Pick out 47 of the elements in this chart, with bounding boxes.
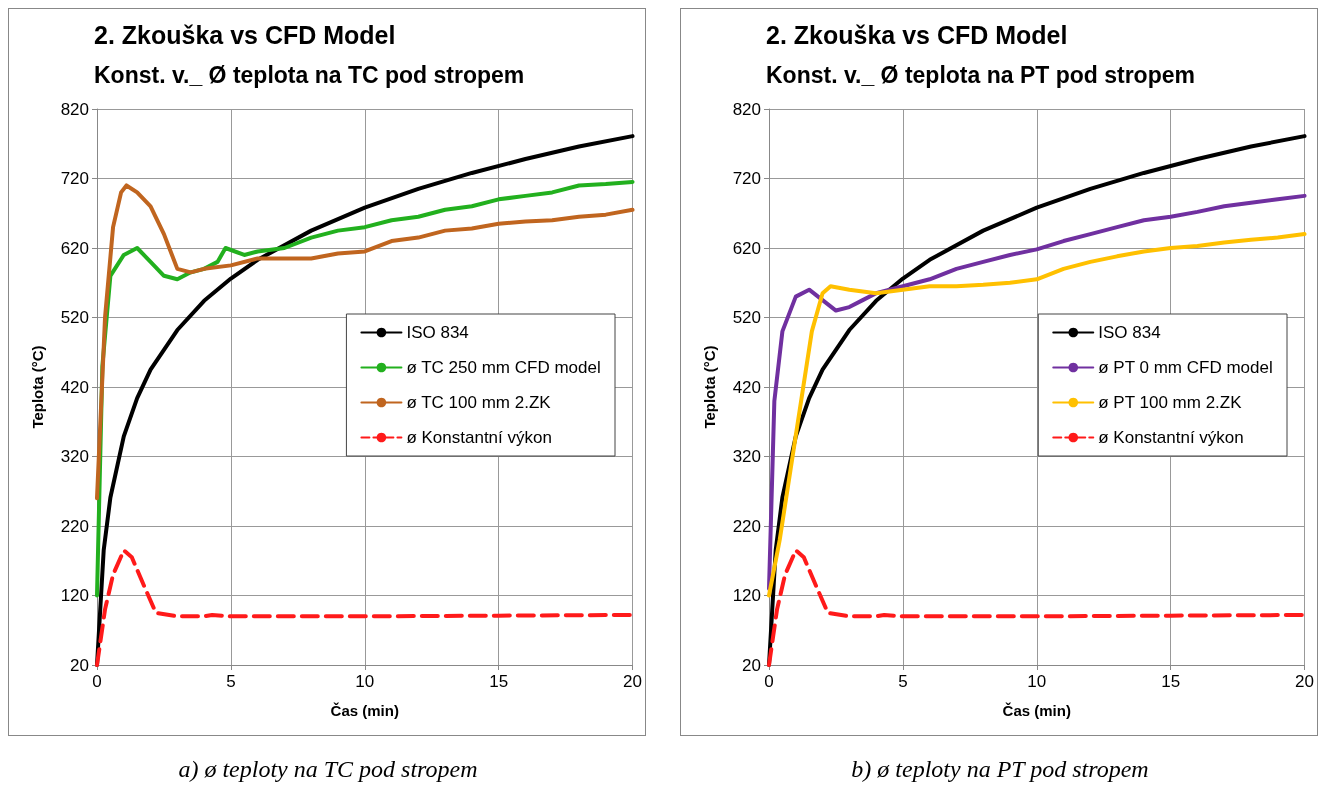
x-axis-title: Čas (min) bbox=[1002, 702, 1071, 719]
y-tick-label: 820 bbox=[732, 99, 761, 119]
x-tick-label: 0 bbox=[764, 672, 774, 691]
line-series bbox=[95, 183, 635, 501]
chart-title: 2. Zkouška vs CFD Model bbox=[766, 20, 1068, 49]
legend-label: ø Konstantní výkon bbox=[1098, 428, 1244, 447]
x-tick-label: 5 bbox=[226, 672, 236, 691]
legend-label: ø Konstantní výkon bbox=[406, 428, 552, 447]
text: b) ø teploty na PT pod stropem bbox=[850, 756, 1150, 783]
y-tick-label: 820 bbox=[60, 99, 89, 119]
y-axis-title: Teplota (°C) bbox=[701, 345, 718, 429]
y-tick-label: 220 bbox=[60, 516, 89, 536]
legend-label: ø TC 250 mm CFD model bbox=[406, 358, 601, 377]
y-tick-label: 420 bbox=[60, 377, 89, 397]
chart-subtitle: Konst. v._ Ø teplota na PT pod stropem bbox=[766, 61, 1195, 88]
x-tick-label: 20 bbox=[623, 672, 643, 691]
y-tick-label: 120 bbox=[732, 586, 761, 605]
legend-label: ø PT 0 mm CFD model bbox=[1098, 358, 1273, 377]
y-tick-label: 120 bbox=[60, 586, 89, 605]
y-tick-label: 720 bbox=[732, 169, 761, 188]
y-tick-label: 520 bbox=[732, 308, 761, 327]
chart-title: 2. Zkouška vs CFD Model bbox=[94, 20, 396, 49]
x-tick-label: 5 bbox=[898, 672, 908, 691]
x-tick-label: 10 bbox=[355, 672, 375, 691]
y-tick-label: 20 bbox=[70, 655, 89, 675]
legend-label: ø TC 100 mm 2.ZK bbox=[406, 393, 552, 412]
legend-label: ISO 834 bbox=[1098, 323, 1161, 342]
x-axis-title: Čas (min) bbox=[330, 702, 399, 719]
y-tick-label: 720 bbox=[60, 169, 89, 188]
y-tick-label: 620 bbox=[60, 238, 89, 258]
x-tick-label: 15 bbox=[489, 672, 509, 691]
chart-subtitle: Konst. v._ Ø teplota na TC pod stropem bbox=[94, 61, 525, 88]
y-tick-label: 220 bbox=[732, 516, 761, 536]
text: a) ø teploty na TC pod stropem bbox=[177, 756, 479, 783]
legend-label: ISO 834 bbox=[406, 323, 469, 342]
y-tick-label: 520 bbox=[60, 308, 89, 327]
x-tick-label: 10 bbox=[1027, 672, 1047, 691]
y-tick-label: 320 bbox=[60, 447, 89, 466]
x-tick-label: 20 bbox=[1295, 672, 1315, 691]
legend-label: ø PT 100 mm 2.ZK bbox=[1098, 393, 1243, 412]
y-tick-label: 320 bbox=[732, 447, 761, 466]
y-axis-title: Teplota (°C) bbox=[29, 345, 46, 429]
y-tick-label: 420 bbox=[732, 377, 761, 397]
y-tick-label: 620 bbox=[732, 238, 761, 258]
y-tick-label: 20 bbox=[742, 655, 761, 675]
x-tick-label: 15 bbox=[1161, 672, 1181, 691]
x-tick-label: 0 bbox=[92, 672, 102, 691]
